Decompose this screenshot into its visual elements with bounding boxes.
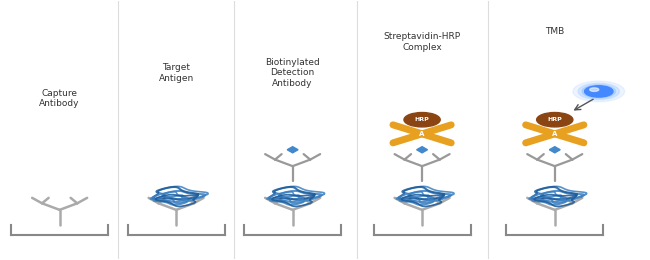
Polygon shape [549,147,560,153]
Text: A: A [419,131,424,137]
Text: HRP: HRP [415,117,430,122]
Circle shape [584,86,613,97]
Circle shape [573,81,625,102]
Text: Streptavidin-HRP
Complex: Streptavidin-HRP Complex [384,32,461,52]
Text: Biotinylated
Detection
Antibody: Biotinylated Detection Antibody [265,58,320,88]
Circle shape [582,85,616,98]
Circle shape [578,83,619,100]
Polygon shape [417,147,428,153]
Text: HRP: HRP [547,117,562,122]
Circle shape [537,113,573,127]
Text: TMB: TMB [545,27,564,36]
Circle shape [404,113,440,127]
Text: Capture
Antibody: Capture Antibody [40,89,80,108]
Text: A: A [552,131,558,137]
Polygon shape [287,147,298,153]
Text: Target
Antigen: Target Antigen [159,63,194,82]
Circle shape [590,88,599,92]
